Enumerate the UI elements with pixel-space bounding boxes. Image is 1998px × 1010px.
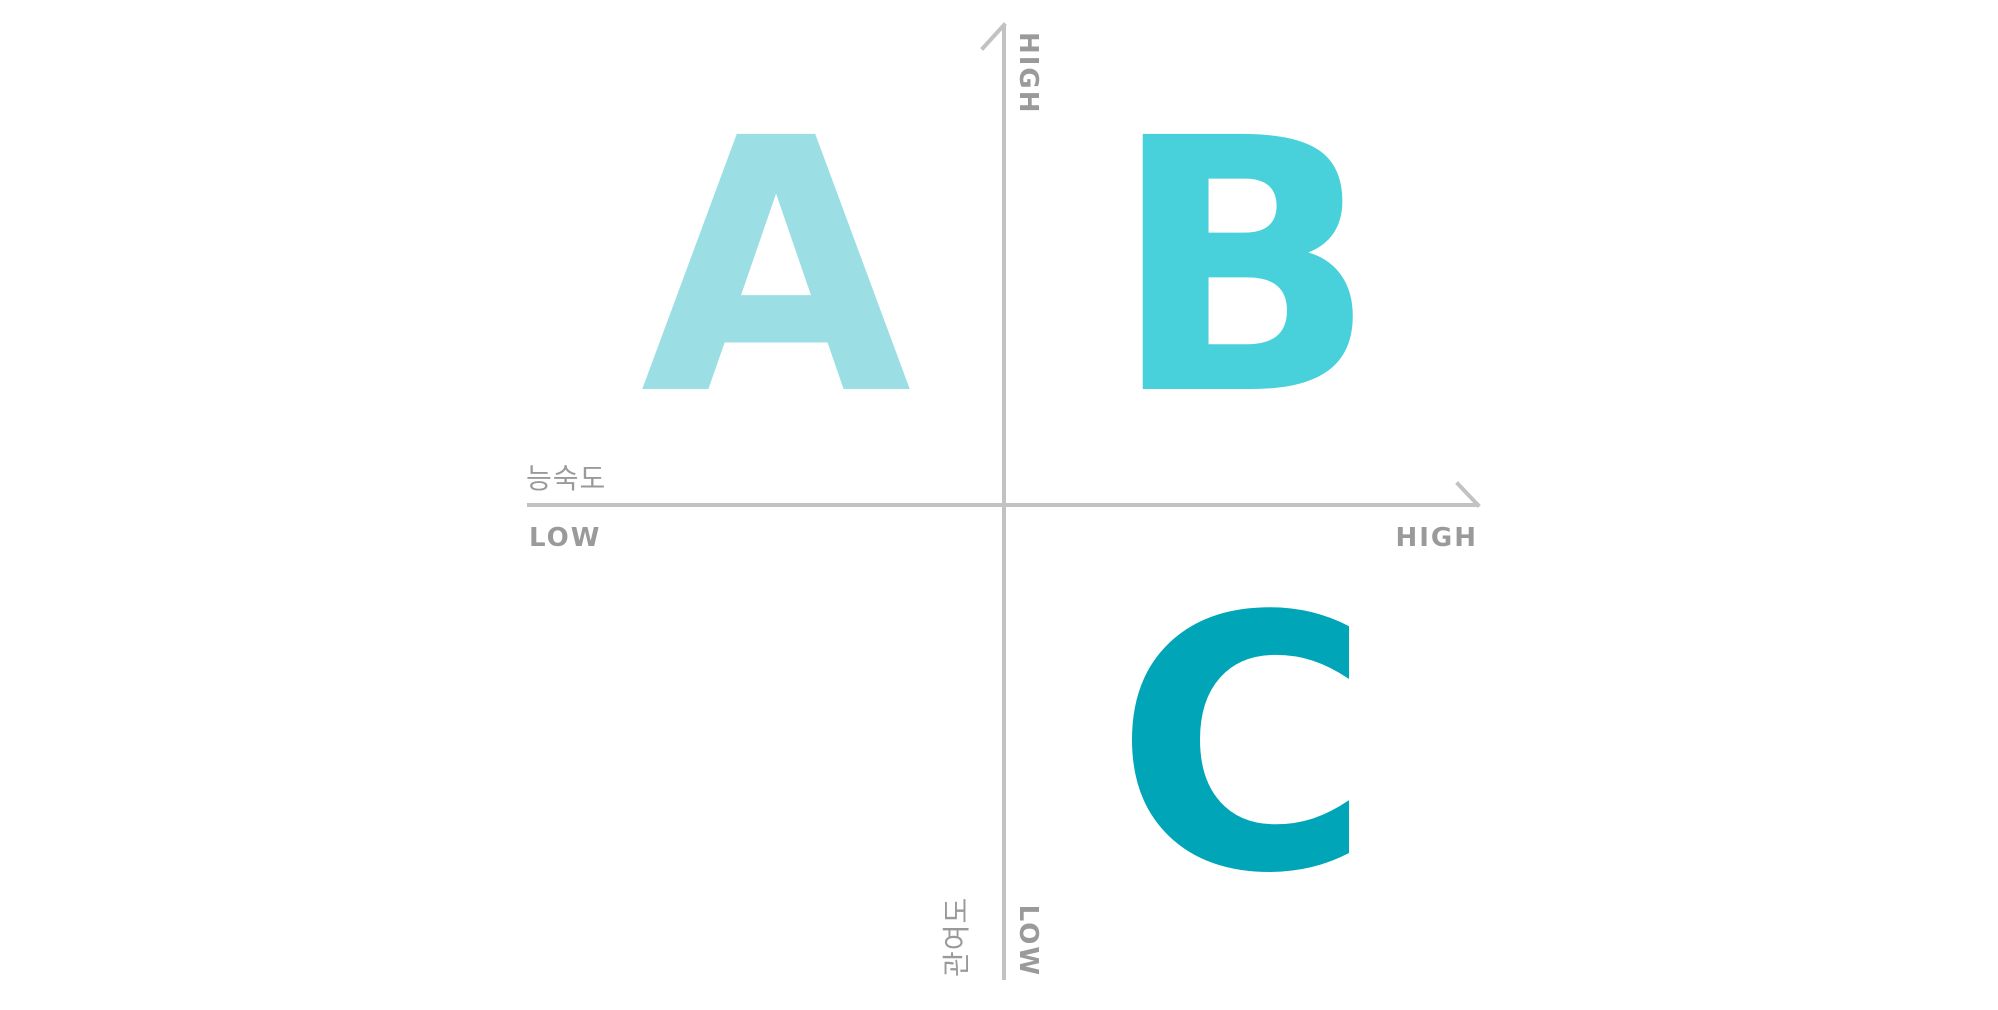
x-axis-high-label: HIGH bbox=[1395, 523, 1478, 553]
y-axis-arrowhead bbox=[980, 22, 1007, 51]
quadrant-letter-a: A bbox=[641, 64, 914, 472]
y-axis-title: 관여도 bbox=[940, 897, 973, 977]
x-axis-title: 능숙도 bbox=[526, 462, 606, 495]
x-axis-low-label: LOW bbox=[529, 523, 601, 553]
x-axis-arrowhead bbox=[1455, 481, 1481, 508]
y-axis-low-label: LOW bbox=[1013, 905, 1043, 977]
quadrant-letter-c: C bbox=[1115, 542, 1372, 950]
y-axis-high-label: HIGH bbox=[1013, 32, 1043, 115]
quadrant-letter-b: B bbox=[1111, 64, 1378, 472]
